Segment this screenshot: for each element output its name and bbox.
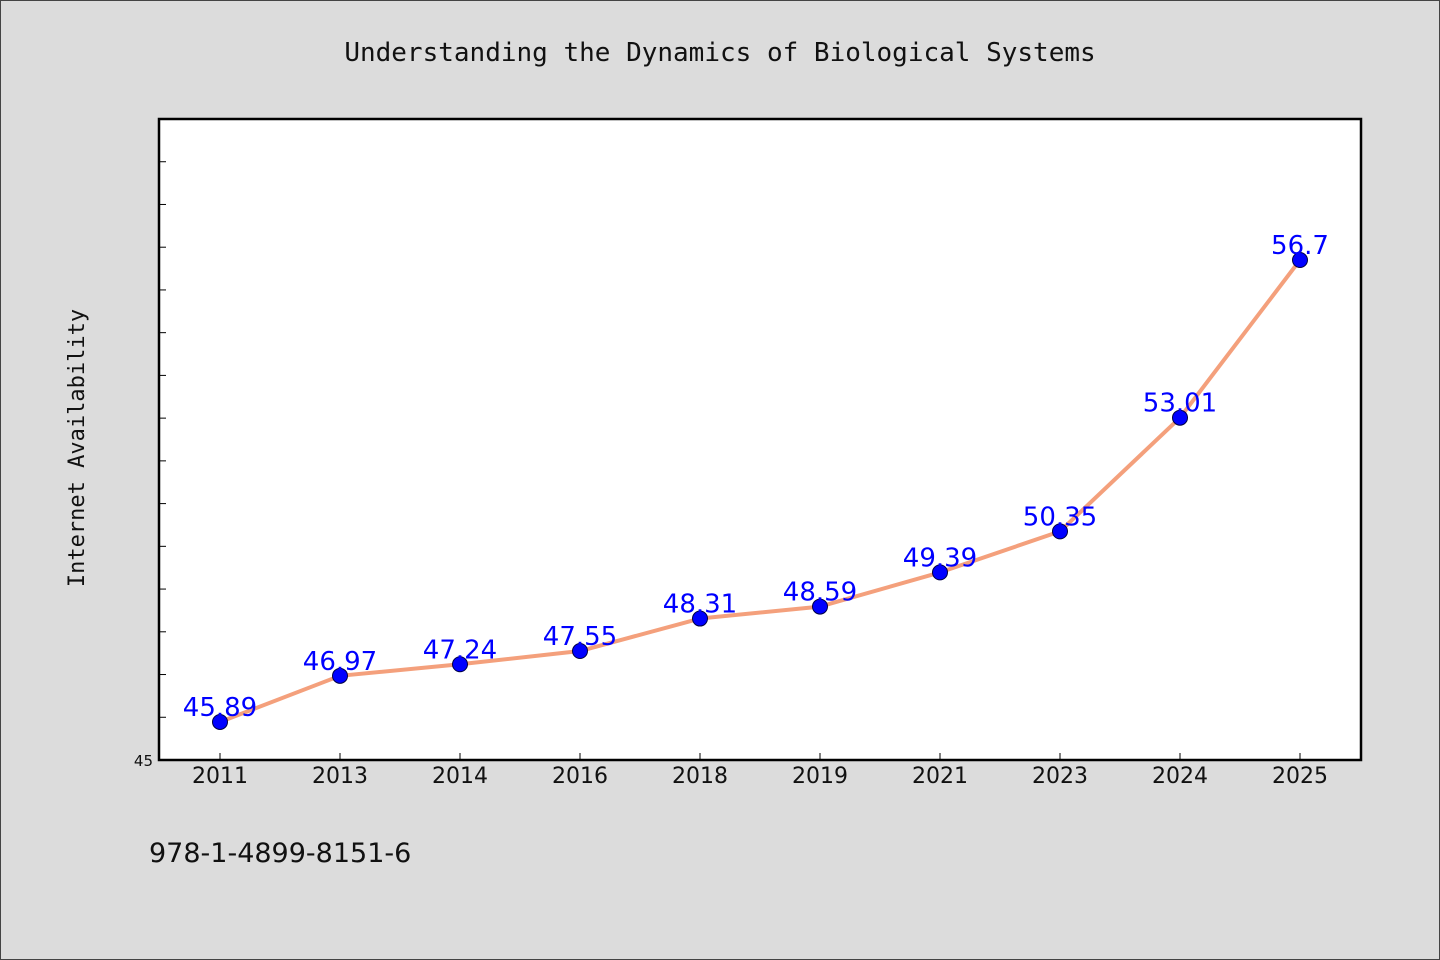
data-label: 47.55 bbox=[543, 622, 617, 652]
y-axis-label: Internet Availability bbox=[65, 309, 90, 587]
x-tick-label: 2019 bbox=[792, 764, 848, 789]
data-label: 46.97 bbox=[303, 647, 377, 677]
x-tick-label: 2023 bbox=[1032, 764, 1088, 789]
data-point bbox=[1172, 409, 1188, 426]
data-label: 56.7 bbox=[1271, 231, 1329, 261]
data-label: 45.89 bbox=[183, 693, 257, 723]
x-tick-label: 2014 bbox=[432, 764, 488, 789]
x-tick-label: 2018 bbox=[672, 764, 728, 789]
data-points bbox=[212, 252, 1308, 730]
x-tick-label: 2021 bbox=[912, 764, 968, 789]
x-axis-ticks: 2011 2013 2014 2016 2018 2019 2021 2023 2024 2025 bbox=[192, 753, 1328, 789]
data-point bbox=[692, 610, 708, 627]
x-tick-label: 2024 bbox=[1152, 764, 1208, 789]
x-tick-label: 2011 bbox=[192, 764, 248, 789]
x-tick-label: 2013 bbox=[312, 764, 368, 789]
data-point bbox=[452, 656, 468, 673]
y-tick-label: 45 bbox=[134, 752, 153, 770]
data-point bbox=[932, 564, 948, 581]
data-point bbox=[812, 598, 828, 615]
data-label: 49.39 bbox=[903, 543, 977, 573]
x-tick-label: 2016 bbox=[552, 764, 608, 789]
data-point bbox=[212, 713, 228, 730]
series-line bbox=[218, 258, 1302, 724]
chart-title: Understanding the Dynamics of Biological… bbox=[344, 38, 1095, 68]
data-point bbox=[332, 667, 348, 684]
data-label: 47.24 bbox=[423, 635, 497, 665]
data-point bbox=[1052, 523, 1068, 540]
footer-isbn: 978-1-4899-8151-6 bbox=[149, 838, 411, 869]
data-point bbox=[572, 643, 588, 660]
data-label: 48.59 bbox=[783, 578, 857, 608]
x-tick-label: 2025 bbox=[1272, 764, 1328, 789]
plot-area bbox=[159, 119, 1361, 760]
data-label: 50.35 bbox=[1023, 502, 1097, 532]
data-point bbox=[1292, 252, 1308, 269]
data-label: 53.01 bbox=[1143, 389, 1217, 419]
data-label: 48.31 bbox=[663, 590, 737, 620]
data-labels: 45.89 46.97 47.24 47.55 48.31 48.59 49.39 50.35… bbox=[183, 231, 1329, 723]
plot-frame bbox=[157, 117, 1363, 762]
